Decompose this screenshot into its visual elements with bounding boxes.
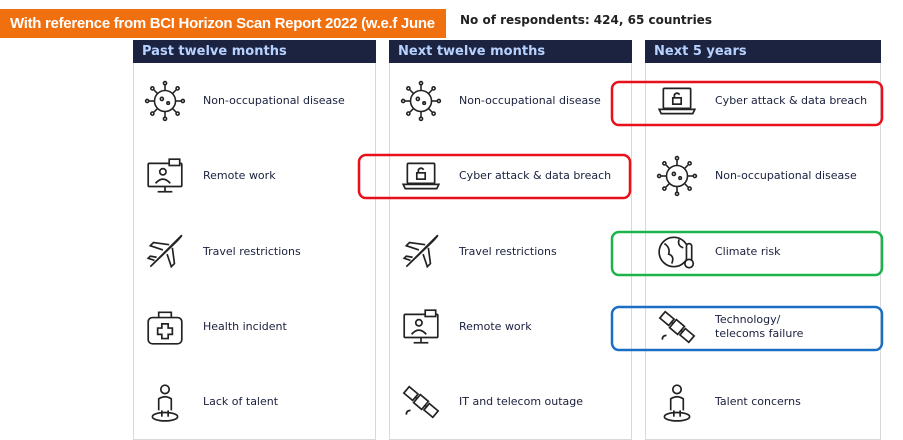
icon-virus <box>400 80 442 122</box>
column-title: Past twelve months <box>133 40 376 63</box>
risk-item: Technology/ telecoms failure <box>715 313 804 340</box>
icon-satellite <box>658 309 696 345</box>
highlights <box>357 80 884 352</box>
risk-item: Remote work <box>203 169 276 182</box>
icon-virus <box>144 80 186 122</box>
risk-item: Talent concerns <box>715 395 801 408</box>
risk-item: Lack of talent <box>203 395 279 408</box>
banner: With reference from BCI Horizon Scan Rep… <box>0 9 446 61</box>
column-title: Next 5 years <box>645 40 881 63</box>
icon-satellite <box>402 384 440 420</box>
risk-item: IT and telecom outage <box>459 395 584 408</box>
respondents: No of respondents: 424, 65 countries <box>460 13 712 27</box>
risk-item: Travel restrictions <box>203 245 301 258</box>
risk-item: Cyber attack & data breach <box>715 94 868 107</box>
highlight-blue <box>610 305 884 352</box>
icon-remote <box>403 309 439 344</box>
icon-plane <box>403 234 439 268</box>
risk-item: Cyber attack & data breach <box>459 169 612 182</box>
icon-laptop <box>658 87 696 115</box>
icon-person <box>151 384 179 422</box>
highlight-green <box>610 230 884 277</box>
risk-item: Climate risk <box>715 245 781 258</box>
icon-virus <box>656 155 698 197</box>
icon-laptop <box>402 162 440 190</box>
highlight-red <box>357 153 632 200</box>
column-title: Next twelve months <box>389 40 632 63</box>
icon-person <box>663 384 691 422</box>
risk-item: Travel restrictions <box>459 245 557 258</box>
risk-item: Non-occupational disease <box>459 94 601 107</box>
risk-item: Non-occupational disease <box>715 169 857 182</box>
risk-item: Health incident <box>203 320 287 333</box>
icon-globe <box>658 236 695 269</box>
risk-item: Remote work <box>459 320 532 333</box>
icon-remote <box>147 158 183 193</box>
icon-plane <box>147 234 183 268</box>
icon-medkit <box>147 311 183 345</box>
risk-item: Non-occupational disease <box>203 94 345 107</box>
highlight-red <box>610 80 884 127</box>
